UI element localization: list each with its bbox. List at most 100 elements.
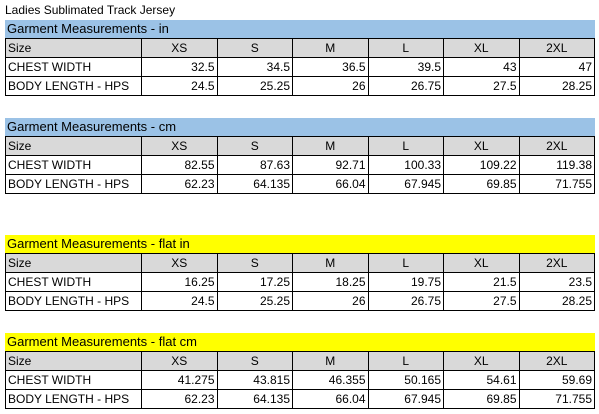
size-row: Size XS S M L XL 2XL [5, 253, 595, 273]
size-cell: S [216, 136, 293, 156]
size-cell: XS [141, 38, 218, 58]
value-cell: 16.25 [141, 272, 218, 292]
value-cell: 87.63 [216, 155, 293, 175]
table-row: BODY LENGTH - HPS 62.23 64.135 66.04 67.… [5, 389, 595, 409]
value-cell: 17.25 [216, 272, 293, 292]
table-row: BODY LENGTH - HPS 24.5 25.25 26 26.75 27… [5, 76, 595, 96]
section-flat-cm: Garment Measurements - flat cm Size XS S… [5, 333, 595, 409]
row-label: BODY LENGTH - HPS [5, 389, 142, 409]
section-cm: Garment Measurements - cm Size XS S M L … [5, 118, 595, 194]
size-label: Size [5, 253, 142, 273]
value-cell: 25.25 [216, 291, 293, 311]
row-label: BODY LENGTH - HPS [5, 76, 142, 96]
section-in: Garment Measurements - in Size XS S M L … [5, 20, 595, 96]
measurement-table: Size XS S M L XL 2XL CHEST WIDTH 32.5 34… [5, 38, 595, 96]
value-cell: 26.75 [367, 291, 444, 311]
size-cell: XS [141, 136, 218, 156]
row-label: BODY LENGTH - HPS [5, 174, 142, 194]
size-cell: XL [443, 38, 520, 58]
row-label: CHEST WIDTH [5, 57, 142, 77]
value-cell: 69.85 [443, 174, 520, 194]
value-cell: 24.5 [141, 76, 218, 96]
size-cell: M [292, 136, 369, 156]
value-cell: 64.135 [216, 389, 293, 409]
row-label: CHEST WIDTH [5, 370, 142, 390]
row-label: CHEST WIDTH [5, 272, 142, 292]
value-cell: 23.5 [518, 272, 595, 292]
size-cell: XL [443, 136, 520, 156]
value-cell: 67.945 [367, 174, 444, 194]
table-row: CHEST WIDTH 32.5 34.5 36.5 39.5 43 47 [5, 57, 595, 77]
value-cell: 119.38 [518, 155, 595, 175]
size-cell: S [216, 38, 293, 58]
section-header: Garment Measurements - in [5, 20, 595, 38]
section-header: Garment Measurements - cm [5, 118, 595, 136]
size-cell: M [292, 351, 369, 371]
value-cell: 19.75 [367, 272, 444, 292]
value-cell: 67.945 [367, 389, 444, 409]
value-cell: 43.815 [216, 370, 293, 390]
value-cell: 66.04 [292, 389, 369, 409]
section-header: Garment Measurements - flat in [5, 235, 595, 253]
value-cell: 24.5 [141, 291, 218, 311]
value-cell: 54.61 [443, 370, 520, 390]
measurement-table: Size XS S M L XL 2XL CHEST WIDTH 82.55 8… [5, 136, 595, 194]
size-cell: 2XL [518, 136, 595, 156]
value-cell: 41.275 [141, 370, 218, 390]
table-row: CHEST WIDTH 41.275 43.815 46.355 50.165 … [5, 370, 595, 390]
size-cell: S [216, 253, 293, 273]
size-cell: M [292, 253, 369, 273]
table-row: CHEST WIDTH 16.25 17.25 18.25 19.75 21.5… [5, 272, 595, 292]
size-cell: S [216, 351, 293, 371]
measurement-table: Size XS S M L XL 2XL CHEST WIDTH 41.275 … [5, 351, 595, 409]
size-cell: XS [141, 351, 218, 371]
value-cell: 43 [443, 57, 520, 77]
size-cell: 2XL [518, 351, 595, 371]
size-row: Size XS S M L XL 2XL [5, 38, 595, 58]
value-cell: 25.25 [216, 76, 293, 96]
size-cell: L [367, 38, 444, 58]
value-cell: 27.5 [443, 291, 520, 311]
section-header: Garment Measurements - flat cm [5, 333, 595, 351]
measurement-table: Size XS S M L XL 2XL CHEST WIDTH 16.25 1… [5, 253, 595, 311]
value-cell: 59.69 [518, 370, 595, 390]
row-label: CHEST WIDTH [5, 155, 142, 175]
value-cell: 71.755 [518, 389, 595, 409]
value-cell: 26.75 [367, 76, 444, 96]
value-cell: 64.135 [216, 174, 293, 194]
value-cell: 26 [292, 291, 369, 311]
size-label: Size [5, 351, 142, 371]
value-cell: 92.71 [292, 155, 369, 175]
value-cell: 34.5 [216, 57, 293, 77]
value-cell: 82.55 [141, 155, 218, 175]
size-cell: XL [443, 351, 520, 371]
value-cell: 32.5 [141, 57, 218, 77]
value-cell: 109.22 [443, 155, 520, 175]
row-label: BODY LENGTH - HPS [5, 291, 142, 311]
value-cell: 28.25 [518, 76, 595, 96]
value-cell: 18.25 [292, 272, 369, 292]
page-title: Ladies Sublimated Track Jersey [5, 3, 176, 17]
size-cell: L [367, 351, 444, 371]
value-cell: 36.5 [292, 57, 369, 77]
value-cell: 21.5 [443, 272, 520, 292]
value-cell: 39.5 [367, 57, 444, 77]
size-cell: M [292, 38, 369, 58]
size-cell: 2XL [518, 38, 595, 58]
value-cell: 62.23 [141, 174, 218, 194]
value-cell: 62.23 [141, 389, 218, 409]
value-cell: 26 [292, 76, 369, 96]
value-cell: 69.85 [443, 389, 520, 409]
section-flat-in: Garment Measurements - flat in Size XS S… [5, 235, 595, 311]
size-label: Size [5, 38, 142, 58]
size-cell: L [367, 253, 444, 273]
size-cell: XL [443, 253, 520, 273]
value-cell: 66.04 [292, 174, 369, 194]
size-cell: L [367, 136, 444, 156]
value-cell: 27.5 [443, 76, 520, 96]
table-row: BODY LENGTH - HPS 24.5 25.25 26 26.75 27… [5, 291, 595, 311]
value-cell: 47 [518, 57, 595, 77]
size-row: Size XS S M L XL 2XL [5, 351, 595, 371]
value-cell: 46.355 [292, 370, 369, 390]
value-cell: 71.755 [518, 174, 595, 194]
